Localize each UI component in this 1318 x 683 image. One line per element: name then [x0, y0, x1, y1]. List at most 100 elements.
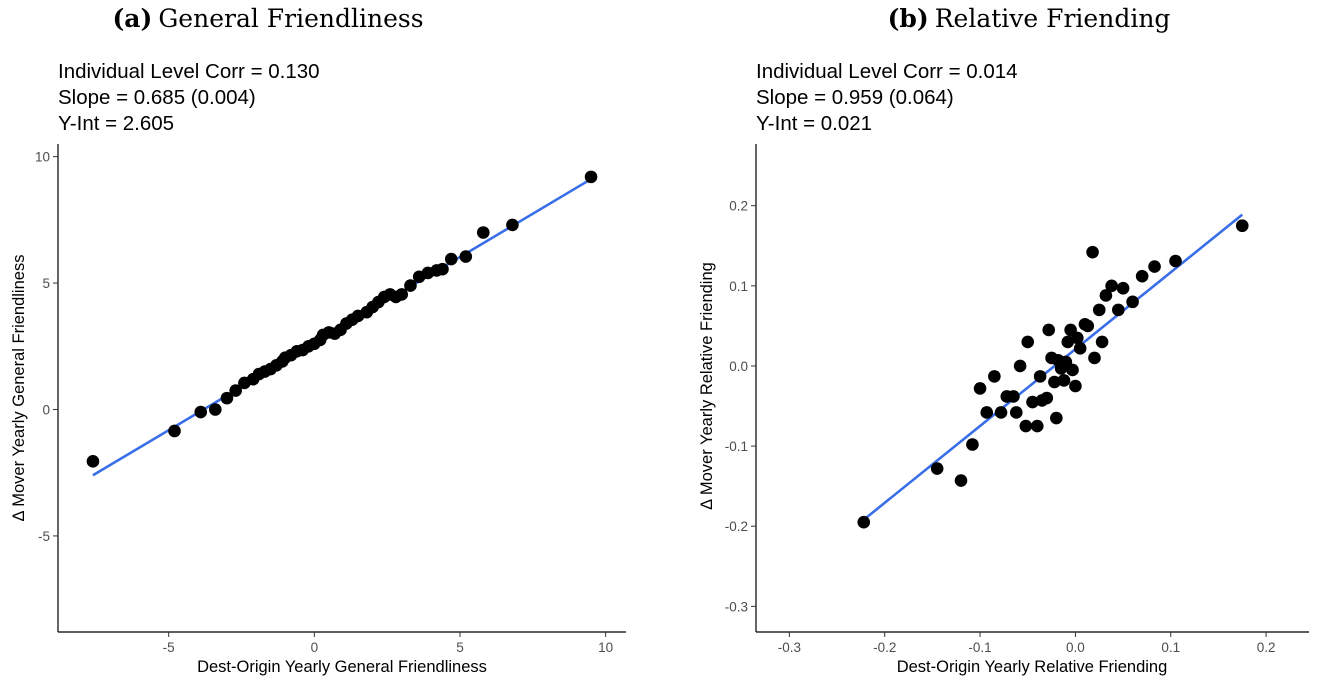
panel-b-corr-annotation: Individual Level Corr = 0.014	[756, 60, 1018, 83]
panel-b-x-axis-title: Dest-Origin Yearly Relative Friending	[897, 658, 1168, 676]
panel-b-data-point	[1099, 289, 1113, 302]
panel-b-caption-text: Relative Friending	[935, 4, 1171, 33]
panel-b-slope-annotation: Slope = 0.959 (0.064)	[756, 86, 954, 109]
panel-a-caption-text: General Friendliness	[158, 4, 423, 33]
panel-b-y-tick-label: 0.2	[729, 199, 748, 214]
panel-b-data-point	[1026, 395, 1039, 409]
panel-b-data-point	[1169, 254, 1182, 268]
panel-b-y-tick-label: -0.1	[725, 439, 748, 454]
panel-b-data-point	[1148, 260, 1161, 273]
panel-a-x-tick-label: 0	[311, 640, 319, 655]
panel-a-slope-annotation: Slope = 0.685 (0.004)	[58, 86, 256, 109]
panel-b-x-tick-label: 0.0	[1066, 640, 1085, 655]
panel-b-data-point	[988, 370, 1001, 383]
panel-b-y-ticks: -0.3 -0.2 -0.1 0.0 0.1 0.2	[725, 199, 756, 614]
panel-b-data-point	[1116, 281, 1130, 295]
panel-b-data-point	[973, 382, 987, 395]
panel-b-y-axis-title: Δ Mover Yearly Relative Friending	[698, 262, 716, 510]
panel-b-data-point	[1042, 323, 1056, 337]
panel-a-points	[86, 170, 598, 468]
panel-a-data-point	[208, 403, 222, 416]
panel-b-data-point	[1092, 303, 1106, 317]
panel-b-intercept-annotation: Y-Int = 0.021	[756, 112, 872, 135]
panel-relative-friending: (b) Relative Friending Individual Level C…	[698, 4, 1309, 676]
panel-b-data-point	[1050, 411, 1063, 425]
panel-b-x-tick-label: -0.2	[873, 640, 896, 655]
panel-b-data-point	[980, 406, 994, 419]
panel-b-x-tick-label: -0.1	[968, 640, 991, 655]
panel-a-x-axis-title: Dest-Origin Yearly General Friendliness	[197, 658, 487, 676]
panel-a-data-point	[194, 405, 208, 419]
panel-b-data-point	[1033, 370, 1047, 383]
panel-a-x-tick-label: -5	[163, 640, 175, 655]
panel-a-y-tick-label: -5	[38, 529, 50, 544]
panel-b-data-point	[994, 406, 1008, 419]
panel-a-data-point	[506, 218, 519, 232]
panel-a-y-tick-label: 0	[42, 402, 50, 417]
panel-b-fit-line	[862, 213, 1244, 521]
panel-b-data-point	[930, 462, 944, 475]
panel-b-data-point	[966, 438, 979, 451]
panel-a-y-tick-label: 5	[42, 276, 50, 291]
panel-b-data-point	[1086, 245, 1099, 259]
panel-b-data-point	[1105, 279, 1118, 293]
panel-a-data-point	[395, 288, 409, 301]
panel-b-y-tick-label: 0.0	[729, 359, 748, 374]
panel-b-y-tick-label: -0.3	[725, 599, 748, 614]
panel-b-data-point	[1071, 331, 1084, 345]
panel-a-x-ticks: -5 0 5 10	[163, 632, 613, 655]
panel-a-data-point	[436, 262, 449, 276]
panel-b-caption: (b) Relative Friending	[888, 4, 1171, 33]
panel-a-data-point	[444, 252, 458, 266]
panel-b-data-point	[857, 515, 871, 529]
panel-a-intercept-annotation: Y-Int = 2.605	[58, 112, 174, 135]
panel-b-data-point	[1066, 363, 1079, 377]
panel-a-x-tick-label: 5	[456, 640, 464, 655]
panel-b-data-point	[1048, 375, 1061, 389]
panel-b-x-tick-label: 0.2	[1257, 640, 1276, 655]
panel-a-data-point	[220, 391, 234, 405]
panel-b-data-point	[1019, 419, 1033, 433]
panel-a-y-tick-label: 10	[35, 150, 50, 165]
panel-a-data-point	[584, 170, 598, 184]
panel-b-y-tick-label: -0.2	[725, 519, 748, 534]
panel-b-data-point	[1009, 406, 1023, 419]
panel-a-caption: (a) General Friendliness	[112, 4, 423, 33]
panel-a-data-point	[404, 279, 417, 292]
panel-b-data-point	[1073, 342, 1087, 355]
panel-a-corr-annotation: Individual Level Corr = 0.130	[58, 60, 320, 83]
panel-general-friendliness: (a) General Friendliness Individual Level…	[10, 4, 626, 676]
panel-b-caption-tag: (b)	[888, 4, 929, 33]
panel-b-data-point	[1030, 419, 1044, 433]
panel-b-data-point	[954, 474, 968, 487]
panel-b-data-point	[1007, 390, 1020, 403]
panel-b-data-point	[1069, 379, 1082, 393]
panel-a-data-point	[229, 384, 242, 397]
panel-a-data-point	[168, 424, 181, 438]
panel-a-data-point	[86, 455, 100, 468]
panel-b-data-point	[1235, 219, 1249, 233]
panel-a-y-ticks: -5 0 5 10	[35, 150, 58, 544]
panel-a-data-point	[459, 250, 473, 263]
panel-b-x-ticks: -0.3 -0.2 -0.1 0.0 0.1 0.2	[778, 632, 1276, 655]
panel-a-y-axis-title: Δ Mover Yearly General Friendliness	[10, 255, 28, 522]
panel-b-data-point	[1013, 359, 1027, 373]
panel-b-data-point	[1081, 319, 1095, 333]
panel-a-caption-tag: (a)	[112, 4, 152, 33]
panel-b-fit	[862, 213, 1244, 521]
panel-a-data-point	[476, 226, 490, 239]
panel-b-data-point	[1135, 269, 1149, 283]
panel-b-data-point	[1021, 335, 1035, 349]
panel-b-points	[857, 219, 1249, 529]
panel-b-data-point	[1088, 351, 1101, 365]
panel-b-x-tick-label: -0.3	[778, 640, 801, 655]
panel-a-x-tick-label: 10	[598, 640, 613, 655]
panel-b-x-tick-label: 0.1	[1161, 640, 1180, 655]
panel-b-data-point	[1061, 335, 1075, 349]
panel-b-y-tick-label: 0.1	[729, 279, 748, 294]
panel-b-data-point	[1040, 391, 1054, 405]
panel-b-data-point	[1057, 374, 1071, 387]
panel-b-data-point	[1126, 295, 1139, 309]
panel-b-data-point	[1112, 303, 1125, 317]
